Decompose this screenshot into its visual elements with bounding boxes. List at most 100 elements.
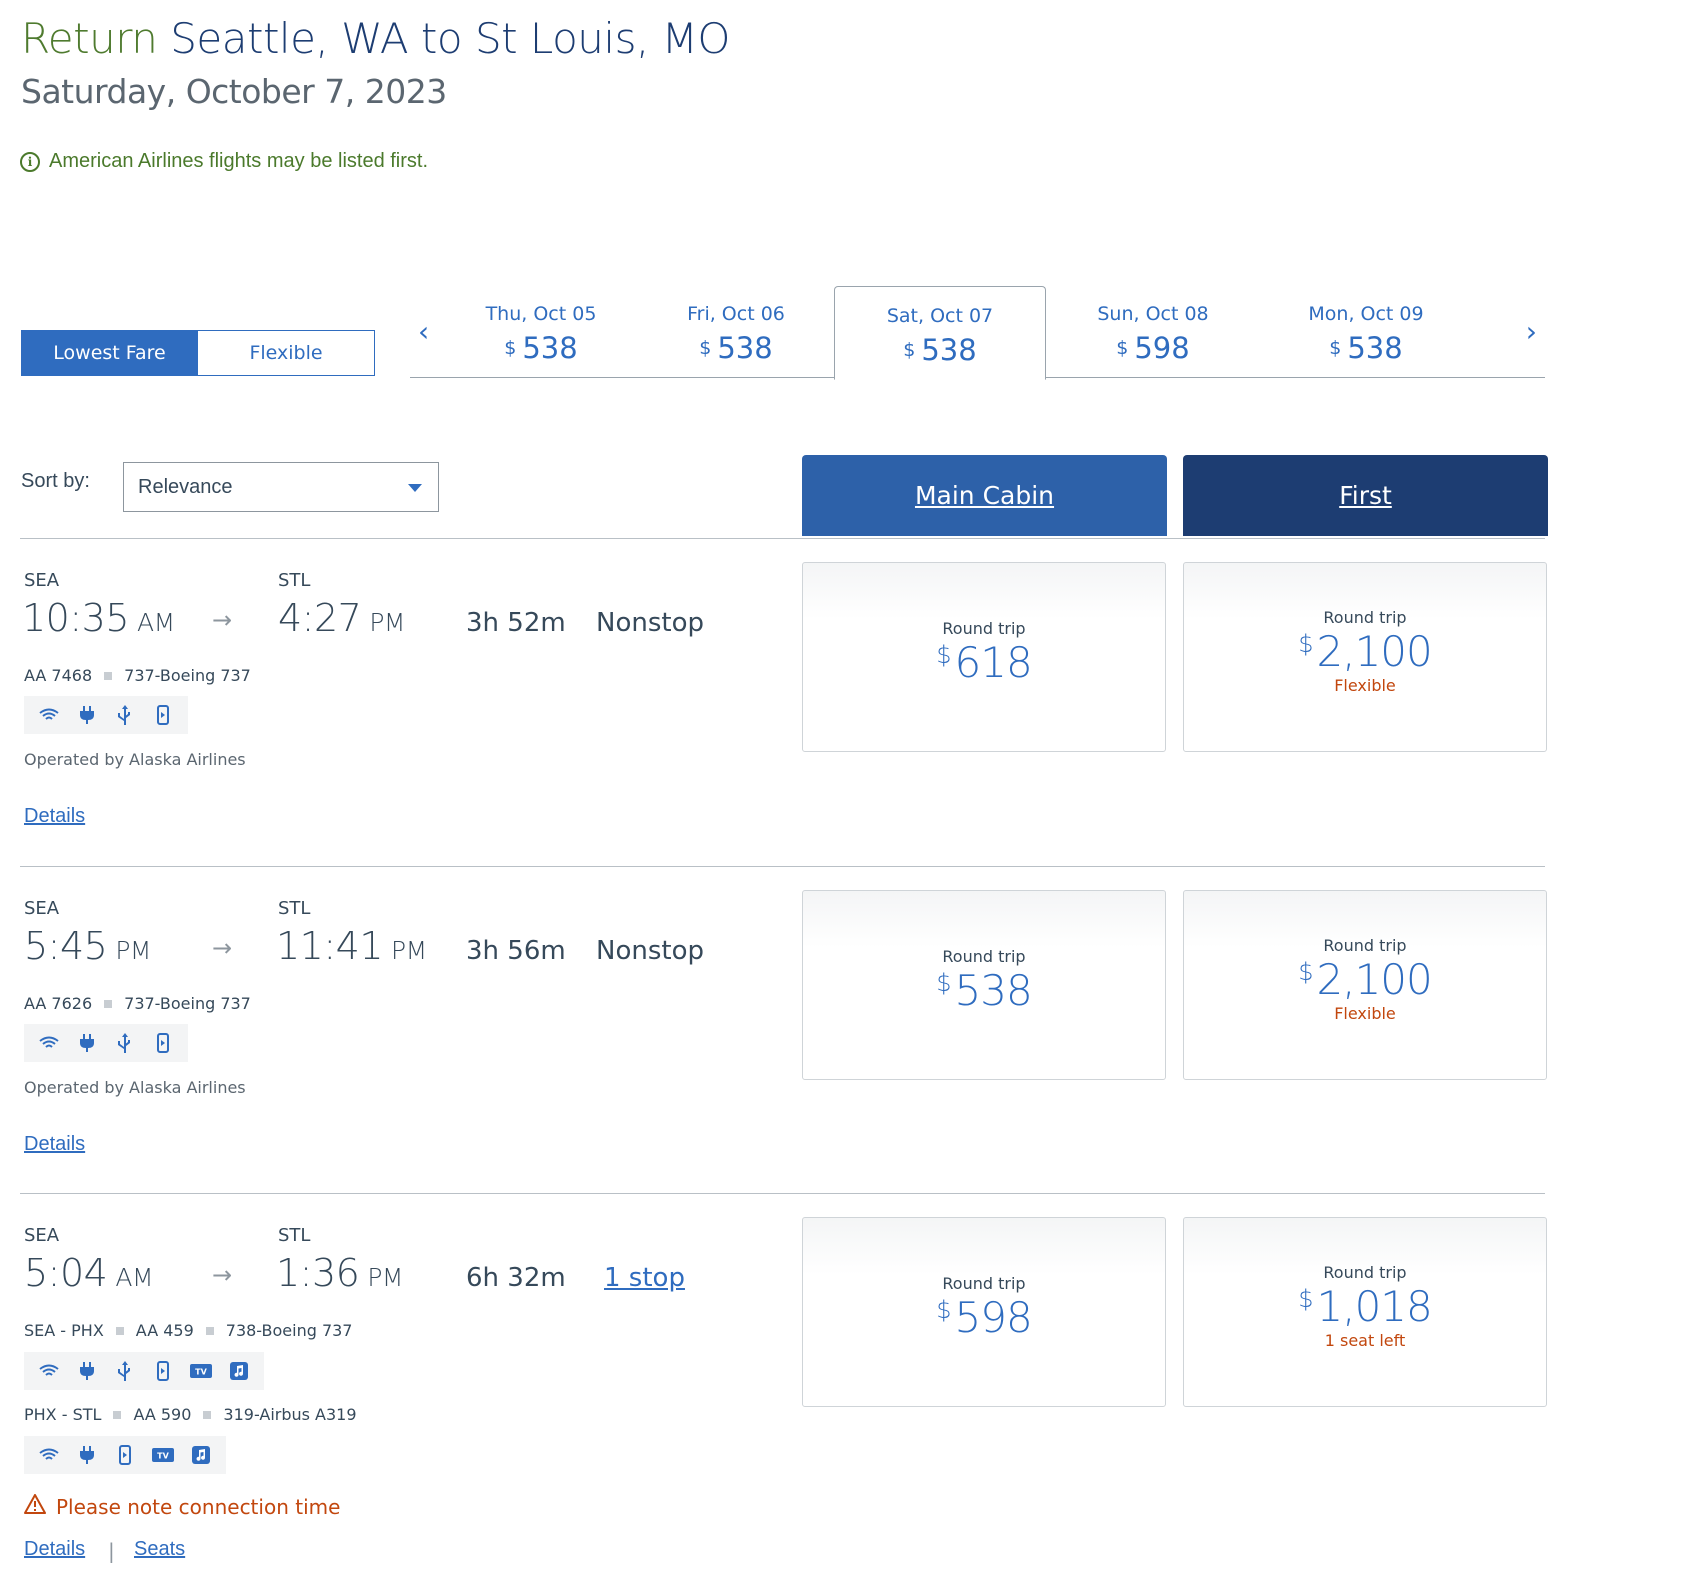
arrive-time: 1:36 PM (276, 1251, 403, 1295)
flexible-fare-button[interactable]: Flexible (198, 330, 375, 376)
connection-warning: Please note connection time (24, 1494, 340, 1519)
origin-code: SEA (24, 898, 60, 919)
currency-symbol: $ (936, 1296, 951, 1324)
power-icon (68, 1352, 106, 1390)
currency-symbol: $ (1116, 337, 1129, 359)
currency-symbol: $ (1329, 337, 1342, 359)
warning-text: Please note connection time (56, 1494, 341, 1519)
main-cabin-fare[interactable]: Round trip $538 (802, 890, 1166, 1080)
segment-info: PHX - STL AA 590 319-Airbus A319 (24, 1405, 357, 1424)
currency-symbol: $ (699, 337, 712, 359)
currency-symbol: $ (936, 641, 951, 669)
sort-label: Sort by: (21, 470, 90, 492)
seats-link[interactable]: Seats (134, 1538, 186, 1560)
trip-type: Round trip (942, 619, 1026, 638)
date-price: 538 (921, 333, 977, 367)
stops-label: Nonstop (596, 608, 704, 638)
amenities-bar: TV (24, 1436, 226, 1474)
warning-icon (24, 1494, 46, 1519)
currency-symbol: $ (936, 969, 951, 997)
currency-symbol: $ (1298, 958, 1313, 986)
fare-note: Flexible (1334, 1004, 1396, 1023)
fare-type-toggle: Lowest Fare Flexible (21, 330, 375, 376)
arrive-time: 11:41 PM (276, 924, 427, 968)
depart-time: 5:45 PM (24, 924, 151, 968)
music-icon (182, 1436, 220, 1474)
sort-dropdown[interactable]: Relevance (123, 462, 439, 512)
segment-route: PHX - STL (24, 1405, 102, 1424)
date-tab-mon[interactable]: Mon, Oct 09 $538 (1260, 285, 1472, 378)
details-link[interactable]: Details (24, 1133, 86, 1155)
main-cabin-fare[interactable]: Round trip $598 (802, 1217, 1166, 1407)
date-carousel: ‹ Thu, Oct 05 $538 Fri, Oct 06 $538 Sat,… (410, 285, 1545, 380)
first-cabin-fare[interactable]: Round trip $1,018 1 seat left (1183, 1217, 1547, 1407)
amenities-bar (24, 1024, 188, 1062)
date-tab-sat-selected[interactable]: Sat, Oct 07 $538 (834, 286, 1046, 380)
destination-code: STL (278, 898, 311, 919)
date-price: 538 (717, 331, 773, 365)
route-label: Seattle, WA to St Louis, MO (170, 14, 730, 63)
svg-text:TV: TV (157, 1452, 169, 1461)
divider (20, 538, 1545, 539)
date-price: 538 (522, 331, 578, 365)
trip-type: Round trip (1323, 608, 1407, 627)
wifi-icon (30, 1352, 68, 1390)
usb-icon (106, 1352, 144, 1390)
date-label: Sat, Oct 07 (886, 305, 994, 327)
aircraft: 737-Boeing 737 (124, 666, 251, 685)
first-cabin-header[interactable]: First (1183, 455, 1548, 536)
mobile-icon (106, 1436, 144, 1474)
separator (113, 1410, 122, 1419)
mobile-icon (144, 1024, 182, 1062)
stops-label: Nonstop (596, 936, 704, 966)
currency-symbol: $ (504, 337, 517, 359)
tv-icon: TV (144, 1436, 182, 1474)
flight-duration: 6h 32m (466, 1263, 566, 1293)
main-cabin-fare[interactable]: Round trip $618 (802, 562, 1166, 752)
segment-route: SEA - PHX (24, 1321, 104, 1340)
main-cabin-header[interactable]: Main Cabin (802, 455, 1167, 536)
aircraft: 737-Boeing 737 (124, 994, 251, 1013)
wifi-icon (30, 1436, 68, 1474)
date-tab-thu[interactable]: Thu, Oct 05 $538 (435, 285, 647, 378)
flight-number: AA 459 (135, 1321, 194, 1340)
fare-price: 598 (954, 1293, 1033, 1342)
date-price: 598 (1134, 331, 1190, 365)
svg-text:TV: TV (195, 1368, 207, 1377)
depart-time: 5:04 AM (24, 1251, 154, 1295)
sort-value: Relevance (138, 475, 233, 498)
currency-symbol: $ (1298, 630, 1313, 658)
aircraft: 319-Airbus A319 (223, 1405, 357, 1424)
details-link[interactable]: Details (24, 1538, 86, 1560)
arrow-right-icon: → (212, 1261, 233, 1289)
segment-info: SEA - PHX AA 459 738-Boeing 737 (24, 1321, 352, 1340)
fare-price: 2,100 (1316, 627, 1433, 676)
amenities-bar: TV (24, 1352, 264, 1390)
flight-duration: 3h 52m (466, 608, 566, 638)
date-tab-fri[interactable]: Fri, Oct 06 $538 (630, 285, 842, 378)
depart-time: 10:35 AM (22, 596, 175, 640)
link-separator: | (108, 1539, 115, 1563)
chevron-right-icon[interactable]: › (1525, 315, 1537, 348)
divider (20, 1193, 1545, 1194)
date-tab-sun[interactable]: Sun, Oct 08 $598 (1047, 285, 1259, 378)
chevron-down-icon (408, 484, 422, 492)
operated-by: Operated by Alaska Airlines (24, 750, 246, 769)
lowest-fare-button[interactable]: Lowest Fare (21, 330, 198, 376)
wifi-icon (30, 1024, 68, 1062)
date-price: 538 (1347, 331, 1403, 365)
operated-by: Operated by Alaska Airlines (24, 1078, 246, 1097)
separator (205, 1326, 214, 1335)
details-link[interactable]: Details (24, 805, 86, 827)
chevron-left-icon[interactable]: ‹ (418, 315, 430, 348)
fare-price: 538 (954, 966, 1033, 1015)
first-cabin-fare[interactable]: Round trip $2,100 Flexible (1183, 562, 1547, 752)
divider (20, 866, 1545, 867)
amenities-bar (24, 696, 188, 734)
stops-link[interactable]: 1 stop (604, 1263, 685, 1293)
usb-icon (106, 1024, 144, 1062)
music-icon (220, 1352, 258, 1390)
trip-type: Round trip (942, 1274, 1026, 1293)
first-cabin-fare[interactable]: Round trip $2,100 Flexible (1183, 890, 1547, 1080)
page-title: Return Seattle, WA to St Louis, MO (21, 14, 730, 63)
